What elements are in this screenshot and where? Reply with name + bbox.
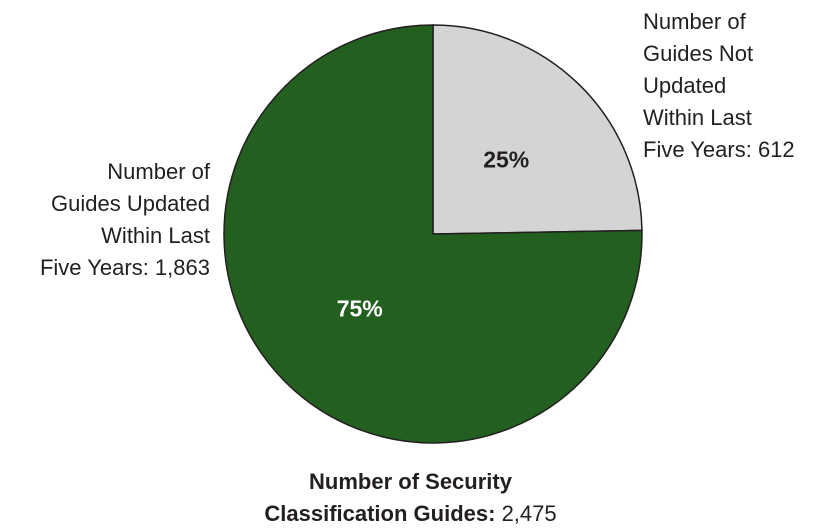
slice-label-updated: Number of Guides Updated Within Last Fiv… (40, 156, 210, 284)
slice-label-line: Number of (107, 159, 210, 184)
slice-label-line: Guides Not (643, 41, 754, 66)
pie-slice-updated (223, 24, 643, 444)
percent-label-updated: 75% (337, 296, 383, 322)
pie-slice-not-updated (432, 24, 643, 235)
slice-label-line: Five Years: 1,863 (39, 255, 210, 280)
slice-label-line: Within Last (643, 105, 752, 130)
slice-label-line: Five Years: 612 (643, 137, 795, 162)
total-caption-line1: Number of Security (309, 469, 512, 494)
slice-label-line: Guides Updated (51, 191, 210, 216)
slice-label-line: Updated (643, 73, 727, 98)
slice-label-not-updated: Number of Guides Not Updated Within Last… (643, 6, 795, 166)
pie-slices (223, 24, 643, 444)
total-caption-line2: Classification Guides: (264, 501, 496, 526)
percent-label-not-updated: 25% (483, 146, 529, 172)
percent-labels: 25% 75% (337, 146, 530, 321)
slice-label-line: Within Last (101, 223, 210, 248)
total-value: 2,475 (501, 501, 557, 526)
total-caption: Number of Security Classification Guides… (0, 466, 821, 530)
slice-label-line: Number of (643, 9, 746, 34)
